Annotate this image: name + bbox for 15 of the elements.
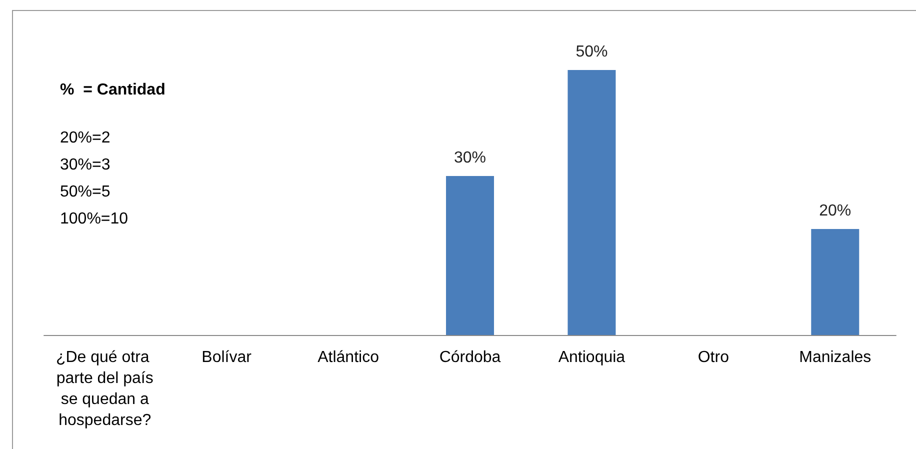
annotation: 100%=10	[60, 210, 128, 228]
x-tick-label: Atlántico	[318, 349, 380, 366]
x-tick-label: Manizales	[799, 349, 872, 366]
annotation: % = Cantidad	[60, 82, 166, 98]
annotation: 30%=3	[60, 156, 110, 174]
x-tick-label: Córdoba	[439, 349, 501, 366]
annotation: 50%=5	[60, 184, 110, 200]
data-label: 50%	[576, 44, 608, 60]
x-tick-label: Antioquia	[558, 349, 626, 366]
annotation: 20%=2	[60, 130, 110, 146]
x-tick-label: ¿De qué otra parte del país se quedan a hospedarse?	[56, 349, 154, 429]
x-tick-label: Otro	[698, 349, 730, 366]
data-label: 30%	[454, 150, 486, 166]
data-label: 20%	[819, 202, 852, 220]
x-tick-label: Bolívar	[202, 349, 252, 366]
